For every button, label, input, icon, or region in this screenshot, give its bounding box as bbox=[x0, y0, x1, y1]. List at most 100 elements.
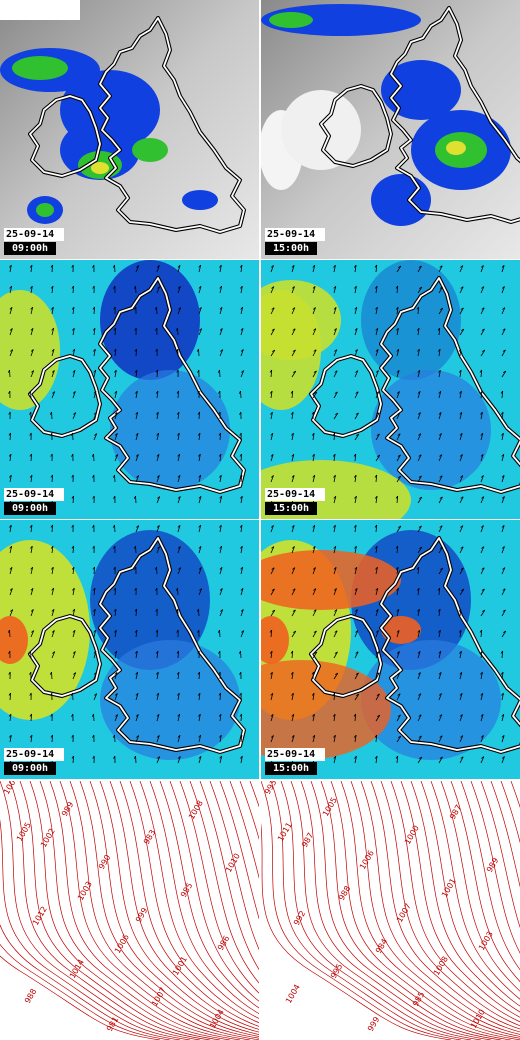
wind-arrow bbox=[92, 264, 95, 273]
wind-arrow bbox=[218, 390, 221, 399]
wind-arrow bbox=[354, 755, 357, 764]
wind-arrow bbox=[374, 524, 378, 533]
isobar-line bbox=[59, 781, 259, 1040]
wind-arrow bbox=[354, 349, 358, 357]
wind-arrow bbox=[312, 453, 315, 462]
wind-arrow bbox=[28, 390, 32, 399]
wind-arrow bbox=[135, 475, 140, 483]
wind-arrow bbox=[354, 672, 359, 680]
wind-arrow bbox=[501, 475, 505, 483]
wind-arrow bbox=[333, 630, 338, 638]
wind-arrow bbox=[312, 328, 317, 336]
wind-arrow bbox=[354, 370, 359, 378]
wind-arrow bbox=[396, 412, 401, 420]
wind-arrow bbox=[354, 609, 358, 617]
wind-arrow bbox=[217, 369, 221, 378]
wind-arrow bbox=[50, 264, 54, 273]
isobar-line bbox=[229, 781, 259, 879]
wind-arrow bbox=[113, 327, 117, 336]
wind-arrow bbox=[458, 608, 462, 617]
wind-arrow bbox=[135, 433, 139, 441]
wind-arrow bbox=[114, 433, 118, 441]
isobar-label: 999 bbox=[134, 906, 149, 924]
wind-arrow bbox=[438, 525, 443, 533]
isobar-label: 984 bbox=[374, 937, 389, 955]
wind-arrow bbox=[156, 286, 161, 294]
isobar-label: 990 bbox=[97, 853, 112, 871]
wind-arrow bbox=[479, 629, 483, 638]
wind-arrow bbox=[7, 629, 11, 638]
wind-arrow bbox=[270, 671, 273, 680]
isobar-label: 989 bbox=[60, 800, 75, 818]
wind-arrow bbox=[156, 525, 160, 533]
isobar-map-1500: 993 987 988 984 985 987 989 992 995 999 1000 1001 10… bbox=[261, 781, 520, 1040]
wind-arrow bbox=[198, 567, 202, 575]
isobar-label: 1005 bbox=[321, 796, 339, 818]
wind-arrow bbox=[92, 474, 95, 483]
wind-arrow bbox=[49, 411, 53, 420]
wind-arrow bbox=[459, 671, 463, 680]
wind-arrow bbox=[479, 650, 483, 659]
wind-arrow bbox=[458, 629, 462, 638]
isobar-line bbox=[380, 781, 520, 1027]
coastline bbox=[28, 16, 246, 234]
wind-arrow bbox=[49, 671, 53, 680]
wind-arrow bbox=[480, 692, 484, 701]
isobar-line bbox=[49, 781, 251, 1040]
wind-arrow bbox=[113, 348, 117, 357]
precip-map-1500: 25-09-14 15:00h bbox=[261, 0, 520, 259]
wind-arrow bbox=[134, 369, 138, 378]
wind-arrow bbox=[501, 265, 505, 273]
wind-arrow bbox=[176, 390, 180, 399]
wind-arrow bbox=[112, 264, 116, 273]
wind-arrow bbox=[375, 433, 380, 441]
wind-arrow bbox=[290, 411, 294, 420]
wind-arrow bbox=[71, 474, 74, 483]
wind-arrow bbox=[240, 495, 243, 504]
isobar-line bbox=[139, 781, 259, 1019]
wind-arrow bbox=[438, 567, 444, 575]
isobar-line bbox=[270, 781, 472, 1040]
wind-arrow bbox=[239, 524, 243, 533]
wind-arrow bbox=[218, 671, 221, 680]
wind-arrow bbox=[134, 587, 137, 596]
wind-arrow bbox=[30, 609, 34, 617]
wind-arrow bbox=[72, 348, 76, 357]
wind-arrow bbox=[459, 525, 464, 533]
isobar-line bbox=[370, 781, 520, 1030]
wind-arrow bbox=[71, 285, 75, 294]
date-label: 25-09-14 bbox=[265, 488, 325, 501]
wind-arrow bbox=[354, 651, 359, 659]
wind-arrow bbox=[219, 264, 222, 273]
wind-arrow bbox=[438, 714, 443, 722]
wind-arrow bbox=[93, 348, 96, 357]
wind-arrow bbox=[51, 651, 56, 659]
wind-arrow bbox=[501, 328, 506, 336]
wind-arrow bbox=[312, 630, 317, 638]
wind-arrow bbox=[438, 369, 441, 378]
wind-arrow bbox=[332, 713, 336, 722]
wind-arrow bbox=[219, 609, 224, 617]
wind-arrow bbox=[72, 608, 76, 617]
wind-arrow bbox=[354, 566, 358, 575]
wind-arrow bbox=[375, 651, 380, 659]
wind-arrow bbox=[113, 545, 116, 554]
wind-arrow bbox=[29, 432, 32, 441]
wind-arrow bbox=[135, 650, 138, 659]
wind-arrow bbox=[375, 630, 379, 638]
wind-arrow bbox=[290, 671, 294, 680]
wind-arrow bbox=[134, 608, 138, 617]
wind-arrow bbox=[396, 370, 400, 378]
isobar-line bbox=[410, 781, 520, 1013]
wind-arrow bbox=[8, 432, 12, 441]
wind-arrow bbox=[51, 370, 55, 378]
wind-arrow bbox=[438, 433, 442, 441]
wind-arrow bbox=[459, 328, 465, 336]
wind-arrow bbox=[354, 391, 359, 399]
wind-arrow bbox=[155, 348, 158, 357]
wind-arrow bbox=[133, 495, 137, 504]
wind-arrow bbox=[198, 496, 202, 504]
wind-arrow bbox=[30, 545, 33, 554]
wind-arrow bbox=[395, 306, 399, 315]
wind-arrow bbox=[93, 391, 97, 399]
